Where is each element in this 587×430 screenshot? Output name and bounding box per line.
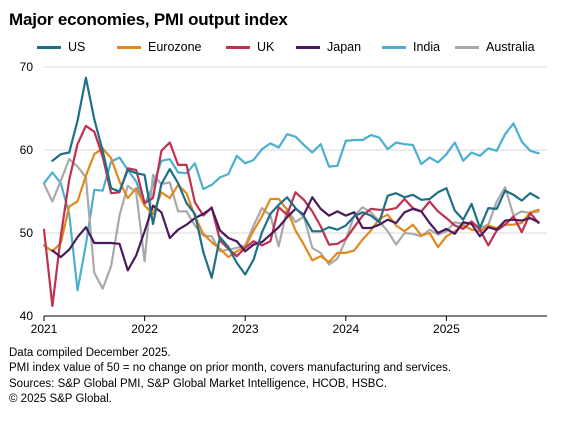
legend-label-australia: Australia (486, 40, 535, 54)
series-line-india (42, 122, 540, 292)
legend-label-uk: UK (257, 40, 275, 54)
series-line-australia (42, 158, 540, 290)
legend-swatch-us (37, 45, 61, 49)
legend-item-india: India (382, 39, 440, 55)
legend-label-japan: Japan (327, 40, 362, 54)
legend-swatch-india (382, 45, 406, 49)
legend-swatch-japan (296, 45, 320, 49)
y-tick-label-40: 40 (20, 309, 34, 323)
legend-swatch-australia (455, 45, 479, 49)
y-tick-label-60: 60 (20, 143, 34, 157)
gridlines (44, 66, 547, 234)
legend-item-us: US (37, 39, 85, 55)
y-axis: 40 50 60 70 (20, 60, 34, 323)
note-data-compiled: Data compiled December 2025. (9, 347, 171, 359)
y-tick-label-70: 70 (20, 60, 34, 74)
note-pmi-definition: PMI index value of 50 = no change on pri… (9, 362, 452, 375)
note-sources: Sources: S&P Global PMI, S&P Global Mark… (9, 377, 387, 390)
note-copyright: © 2025 S&P Global. (9, 392, 112, 405)
x-tick-label-2022: 2022 (131, 322, 158, 336)
legend-swatch-uk (226, 45, 250, 49)
chart-notes: Data compiled December 2025. PMI index v… (9, 346, 451, 407)
x-tick-label-2021: 2021 (31, 322, 58, 336)
legend-label-us: US (68, 40, 86, 54)
legend-label-eurozone: Eurozone (148, 40, 202, 54)
legend-item-australia: Australia (455, 39, 535, 55)
line-chart: 40 50 60 70 2021 2022 2023 2024 2025 (20, 60, 547, 336)
legend-item-eurozone: Eurozone (117, 39, 202, 55)
chart-legend: US Eurozone UK Japan India Australia (9, 39, 579, 55)
x-axis: 2021 2022 2023 2024 2025 (31, 315, 547, 336)
legend-label-india: India (413, 40, 441, 54)
x-tick-label-2024: 2024 (332, 322, 359, 336)
legend-item-japan: Japan (296, 39, 361, 55)
series-lines (42, 76, 540, 308)
chart-title: Major economies, PMI output index (9, 10, 288, 29)
legend-item-uk: UK (226, 39, 274, 55)
y-tick-label-50: 50 (20, 226, 34, 240)
x-tick-label-2025: 2025 (433, 322, 460, 336)
series-line-us (51, 76, 540, 279)
x-tick-label-2023: 2023 (232, 322, 259, 336)
legend-swatch-eurozone (117, 45, 141, 49)
